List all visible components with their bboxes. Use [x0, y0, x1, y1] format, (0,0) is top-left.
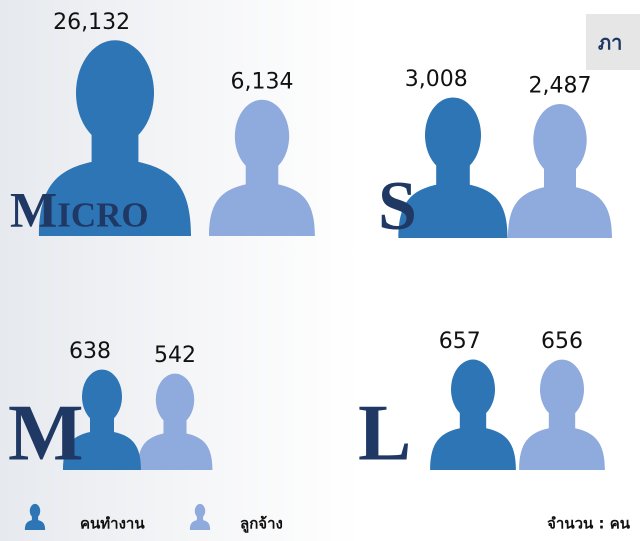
chart-title: ภา: [598, 31, 622, 55]
person-icon: [430, 359, 516, 470]
person-icon: [398, 97, 508, 238]
legend-icon: [189, 503, 211, 530]
value-label: 2,487: [529, 74, 592, 99]
title-box: [586, 14, 640, 70]
unit-label: จำนวน : คน: [547, 515, 631, 533]
person-icon: [209, 99, 315, 236]
legend-label: ลูกจ้าง: [240, 515, 283, 534]
person-icon: [137, 373, 213, 470]
value-label: 638: [69, 339, 111, 364]
person-icon: [38, 40, 192, 237]
category-label: L: [358, 390, 411, 478]
person-icon: [507, 103, 613, 239]
category-label: S: [378, 168, 417, 245]
value-label: 26,132: [53, 10, 130, 35]
category-label: M: [8, 390, 84, 478]
legend-icon: [24, 503, 46, 530]
category-label: Micro: [10, 182, 149, 238]
value-label: 657: [439, 329, 481, 354]
person-icon: [519, 359, 605, 470]
value-label: 6,134: [231, 69, 294, 94]
legend-label: คนทำงาน: [80, 515, 145, 533]
value-label: 3,008: [405, 67, 468, 92]
value-label: 542: [154, 343, 196, 368]
value-label: 656: [541, 329, 583, 354]
person-icon: [63, 369, 141, 470]
